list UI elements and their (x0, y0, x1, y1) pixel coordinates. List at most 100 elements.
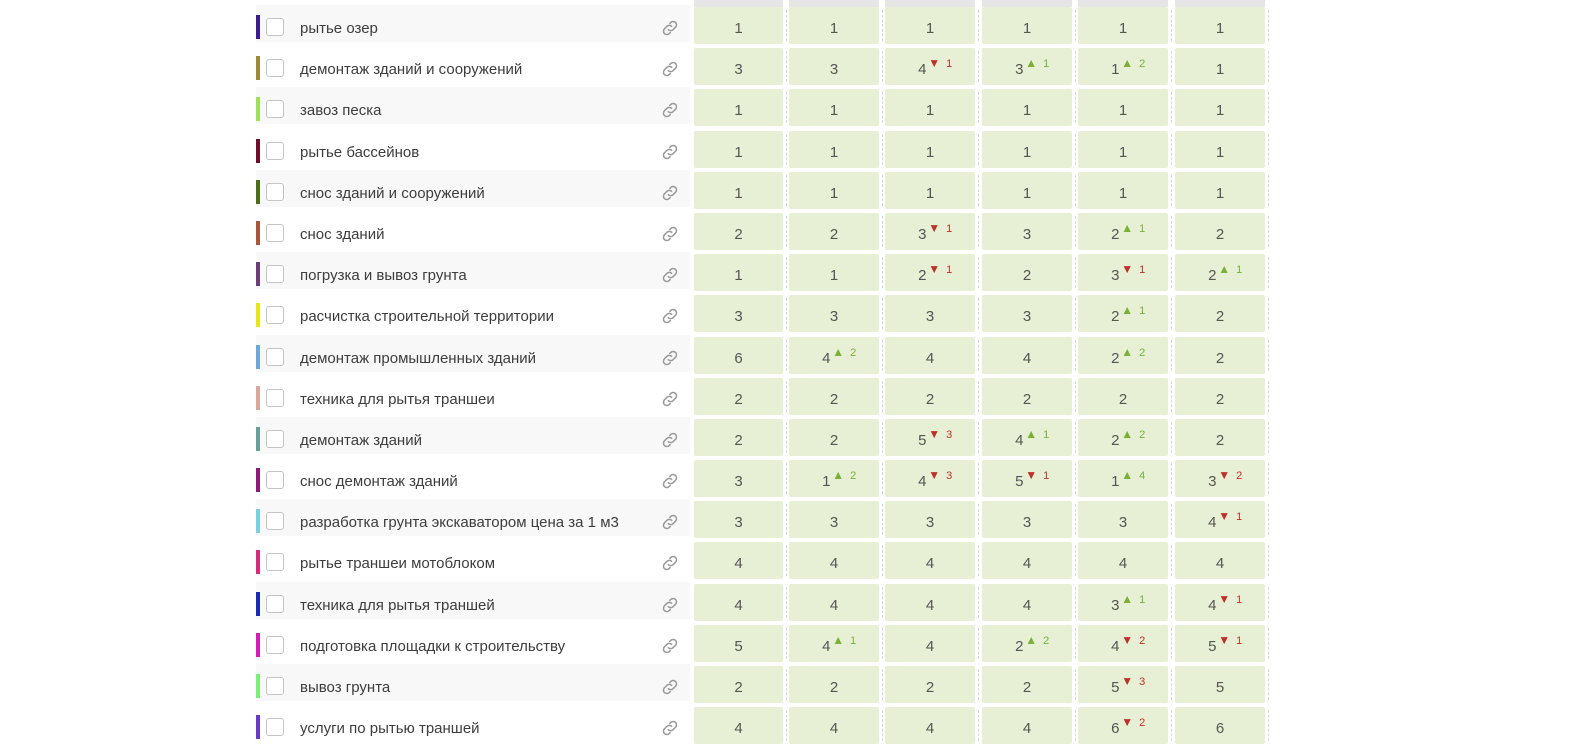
position-up-delta: ▲ 1 (1121, 303, 1145, 317)
link-icon[interactable] (660, 224, 680, 244)
position-value: 4 (1208, 596, 1217, 614)
link-icon[interactable] (660, 18, 680, 38)
keyword-color-marker (256, 715, 260, 740)
position-cell: 1 (1175, 171, 1269, 209)
position-cell: 3 (694, 501, 787, 539)
row-checkbox[interactable] (266, 512, 284, 531)
row-checkbox[interactable] (266, 18, 284, 36)
row-checkbox[interactable] (266, 553, 284, 572)
position-cell: 5 ▼ 3 (885, 418, 979, 456)
row-checkbox[interactable] (266, 429, 284, 448)
position-cell: 5 ▼ 1 (1175, 624, 1269, 662)
delta-value: 1 (1139, 305, 1146, 318)
position-cell: 2 ▲ 1 (1175, 254, 1269, 292)
link-icon[interactable] (660, 553, 680, 573)
position-up-delta: ▲ 1 (1218, 262, 1242, 276)
delta-value: 2 (1139, 346, 1146, 359)
row-checkbox[interactable] (266, 223, 284, 242)
keyword-cell: разработка грунта экскаватором цена за 1… (256, 499, 690, 537)
row-checkbox[interactable] (266, 306, 284, 325)
position-cell: 3 (694, 48, 787, 86)
keyword-color-marker (256, 56, 260, 81)
link-icon[interactable] (660, 430, 680, 450)
link-icon[interactable] (660, 100, 680, 120)
position-cell: 2 (1078, 377, 1172, 415)
delta-value: 1 (946, 222, 953, 235)
keyword-cell: снос зданий (256, 211, 690, 248)
position-cell: 1 (1175, 48, 1269, 86)
link-icon[interactable] (660, 306, 680, 326)
triangle-up-icon: ▲ (1218, 262, 1231, 277)
link-icon[interactable] (660, 265, 680, 285)
link-icon[interactable] (660, 636, 680, 656)
position-cell: 2 (789, 377, 883, 415)
position-cell: 1 (982, 130, 1076, 168)
triangle-down-icon: ▼ (928, 468, 941, 483)
link-icon[interactable] (660, 471, 680, 491)
position-cell: 3 (694, 295, 787, 333)
row-checkbox[interactable] (266, 594, 284, 613)
position-cell: 1 (694, 130, 787, 168)
position-value: 1 (1111, 473, 1120, 491)
link-icon[interactable] (660, 59, 680, 79)
position-value: 2 (1208, 267, 1217, 285)
link-icon[interactable] (660, 677, 680, 697)
position-value: 1 (1111, 61, 1120, 79)
link-icon[interactable] (660, 348, 680, 368)
position-cell: 1 (694, 171, 787, 209)
row-checkbox[interactable] (266, 265, 284, 284)
position-cell: 2 (982, 254, 1076, 292)
triangle-up-icon: ▲ (1121, 344, 1134, 359)
row-checkbox[interactable] (266, 388, 284, 407)
position-value: 4 (1111, 637, 1120, 655)
row-checkbox[interactable] (266, 347, 284, 366)
row-checkbox[interactable] (266, 677, 284, 695)
position-cell: 6 (1175, 707, 1269, 745)
keyword-label: вывоз грунта (300, 679, 391, 696)
position-value: 5 (1215, 679, 1225, 696)
position-cell: 5 (694, 624, 787, 662)
row-checkbox[interactable] (266, 141, 284, 160)
row-checkbox[interactable] (266, 182, 284, 201)
keyword-cell: завоз песка (256, 87, 690, 125)
keyword-color-marker (256, 468, 260, 493)
keyword-color-marker (256, 674, 260, 698)
position-value: 2 (1215, 431, 1225, 449)
position-cell: 1 (789, 130, 883, 168)
position-value: 3 (918, 225, 927, 243)
link-icon[interactable] (660, 595, 680, 615)
position-value: 1 (1022, 20, 1032, 37)
table-row: техника для рытья траншеи 2 2 2 2 2 2 (256, 371, 1269, 415)
row-checkbox[interactable] (266, 100, 284, 119)
keyword-color-marker (256, 591, 260, 616)
position-cell: 4 ▼ 1 (1175, 501, 1269, 539)
link-icon[interactable] (660, 512, 680, 532)
link-icon[interactable] (660, 183, 680, 203)
link-icon[interactable] (660, 718, 680, 738)
link-icon[interactable] (660, 389, 680, 409)
delta-value: 4 (1139, 470, 1146, 483)
position-cell: 2 (1175, 295, 1269, 333)
position-cell: 3 (1078, 501, 1172, 539)
position-value: 1 (1215, 20, 1225, 37)
position-cell: 2 (982, 666, 1076, 703)
row-checkbox[interactable] (266, 635, 284, 654)
delta-value: 1 (1139, 264, 1146, 277)
delta-value: 1 (1043, 428, 1050, 441)
position-value: 1 (829, 20, 839, 37)
triangle-up-icon: ▲ (832, 344, 845, 359)
position-cell: 1 (789, 254, 883, 292)
position-value: 2 (1022, 679, 1032, 696)
position-cell: 1 (982, 7, 1076, 44)
position-value: 1 (1022, 184, 1032, 202)
keyword-label: рытье бассейнов (300, 143, 420, 161)
keyword-label: демонтаж промышленных зданий (300, 349, 537, 367)
column-header-strip (885, 0, 975, 7)
position-value: 4 (918, 61, 927, 79)
row-checkbox[interactable] (266, 471, 284, 490)
row-checkbox[interactable] (266, 718, 284, 737)
row-checkbox[interactable] (266, 59, 284, 78)
link-icon[interactable] (660, 142, 680, 162)
position-value: 4 (1208, 514, 1217, 532)
position-cell: 4 (982, 707, 1076, 745)
